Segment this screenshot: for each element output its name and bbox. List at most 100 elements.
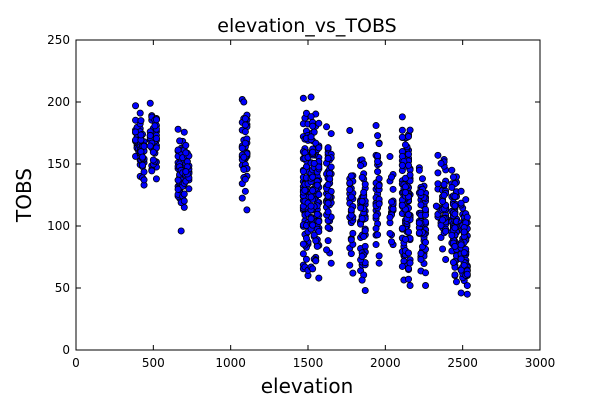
data-point — [136, 109, 144, 117]
data-point — [307, 133, 315, 141]
data-point — [309, 187, 317, 195]
data-point — [241, 128, 249, 136]
data-point — [346, 261, 354, 269]
data-point — [313, 242, 321, 250]
data-point — [315, 144, 323, 152]
data-point — [307, 215, 315, 223]
data-point — [357, 141, 365, 149]
data-point — [349, 269, 357, 277]
data-point — [324, 237, 332, 245]
data-point — [313, 210, 321, 218]
data-point — [361, 227, 369, 235]
data-point — [451, 224, 459, 232]
data-point — [309, 221, 317, 229]
y-tick-label: 250 — [47, 33, 70, 47]
data-point — [422, 269, 430, 277]
data-point — [174, 185, 182, 193]
data-point — [372, 122, 380, 130]
data-point — [174, 146, 182, 154]
data-point — [398, 224, 406, 232]
data-point — [149, 148, 157, 156]
data-point — [315, 274, 323, 282]
x-tick-label: 1000 — [215, 356, 246, 370]
data-point — [180, 190, 188, 198]
data-point — [140, 142, 148, 150]
data-point — [347, 193, 355, 201]
data-point — [372, 241, 380, 249]
data-point — [301, 186, 309, 194]
data-point — [405, 275, 413, 283]
data-point — [375, 175, 383, 183]
data-point — [146, 132, 154, 140]
data-point — [361, 286, 369, 294]
data-point — [386, 229, 394, 237]
data-point — [148, 167, 156, 175]
data-point — [401, 141, 409, 149]
data-point — [457, 199, 465, 207]
y-tick-label: 100 — [47, 219, 70, 233]
data-point — [388, 173, 396, 181]
data-point — [324, 144, 332, 152]
data-point — [398, 133, 406, 141]
data-point — [313, 181, 321, 189]
data-point — [357, 204, 365, 212]
data-point — [422, 205, 430, 213]
data-point — [324, 192, 332, 200]
data-point — [357, 162, 365, 170]
data-point — [146, 142, 154, 150]
data-point — [347, 236, 355, 244]
y-tick-labels: 0 50 100 150 200 250 — [47, 33, 70, 357]
data-point — [327, 259, 335, 267]
data-point — [323, 246, 331, 254]
data-point — [434, 169, 442, 177]
data-point — [451, 202, 459, 210]
data-point — [398, 113, 406, 121]
data-point — [241, 139, 249, 147]
data-point — [386, 213, 394, 221]
data-point — [140, 168, 148, 176]
data-point — [302, 109, 310, 117]
data-point — [448, 183, 456, 191]
data-point — [177, 227, 185, 235]
data-point — [452, 278, 460, 286]
data-point — [417, 249, 425, 257]
data-point — [240, 153, 248, 161]
data-point — [388, 198, 396, 206]
data-point — [401, 235, 409, 243]
data-point — [374, 231, 382, 239]
data-point — [307, 113, 315, 121]
data-point — [462, 196, 470, 204]
data-point — [360, 233, 368, 241]
data-point — [324, 181, 332, 189]
data-point — [422, 282, 430, 290]
data-point — [457, 289, 465, 297]
data-point — [151, 122, 159, 130]
data-point — [460, 249, 468, 257]
x-tick-labels: 0 500 1000 1500 2000 2500 3000 — [72, 356, 555, 370]
y-tick-label: 50 — [55, 281, 70, 295]
data-point — [442, 255, 450, 263]
data-point — [406, 171, 414, 179]
data-point — [374, 152, 382, 160]
data-point — [405, 228, 413, 236]
data-point — [312, 257, 320, 265]
y-tick-label: 200 — [47, 95, 70, 109]
data-point — [152, 175, 160, 183]
data-point — [315, 163, 323, 171]
data-point — [180, 128, 188, 136]
data-point — [457, 241, 465, 249]
data-point — [180, 197, 188, 205]
x-tick-label: 0 — [72, 356, 80, 370]
data-point — [324, 224, 332, 232]
data-point — [448, 231, 456, 239]
data-point — [418, 175, 426, 183]
data-point — [386, 153, 394, 161]
data-point — [315, 119, 323, 127]
data-point — [406, 126, 414, 134]
x-tick-label: 500 — [142, 356, 165, 370]
data-point — [374, 132, 382, 140]
data-point — [176, 137, 184, 145]
data-point — [240, 98, 248, 106]
data-point — [405, 150, 413, 158]
data-point — [361, 180, 369, 188]
